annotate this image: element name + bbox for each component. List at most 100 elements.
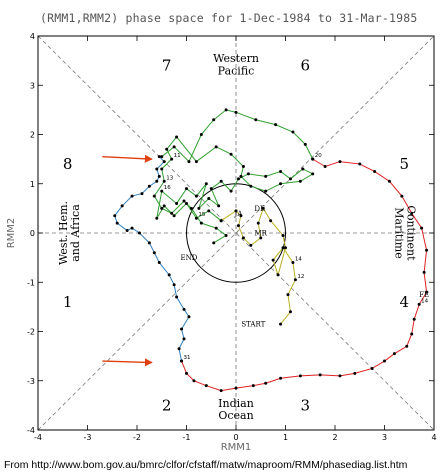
y-axis-label: RMM2 bbox=[6, 218, 17, 249]
phase-number-7: 7 bbox=[162, 57, 172, 75]
series-line-2 bbox=[153, 136, 314, 244]
data-point bbox=[318, 373, 322, 377]
point-label: 12 bbox=[297, 274, 304, 280]
data-point bbox=[410, 211, 414, 215]
region-label: Western bbox=[213, 52, 259, 65]
data-point bbox=[224, 108, 228, 112]
annotation-arrow bbox=[102, 358, 153, 367]
data-point bbox=[405, 344, 409, 348]
data-point bbox=[338, 374, 342, 378]
data-point bbox=[162, 160, 166, 164]
phase-number-5: 5 bbox=[400, 155, 410, 173]
series-line-4 bbox=[181, 158, 428, 392]
data-point bbox=[358, 162, 362, 166]
data-point bbox=[256, 221, 260, 225]
data-point bbox=[155, 167, 159, 171]
phase-number-4: 4 bbox=[400, 293, 410, 311]
marker-start: START bbox=[241, 321, 265, 329]
point-label: 11 bbox=[174, 153, 181, 159]
series-line-1 bbox=[220, 207, 296, 325]
point-label: 13 bbox=[166, 175, 173, 181]
x-tick-label: 1 bbox=[283, 433, 288, 442]
data-point bbox=[219, 389, 223, 393]
data-point bbox=[291, 261, 295, 265]
data-point bbox=[170, 211, 174, 215]
data-point bbox=[165, 147, 169, 151]
data-point bbox=[246, 172, 250, 176]
data-point bbox=[157, 174, 161, 178]
data-point bbox=[212, 118, 216, 122]
data-point bbox=[160, 167, 164, 171]
data-point bbox=[155, 216, 159, 220]
data-point bbox=[130, 194, 134, 198]
data-point bbox=[234, 110, 238, 114]
data-point bbox=[251, 384, 255, 388]
phase-number-1: 1 bbox=[63, 293, 73, 311]
phase-number-8: 8 bbox=[63, 155, 73, 173]
data-point bbox=[311, 157, 315, 161]
data-point bbox=[284, 246, 287, 250]
data-point bbox=[172, 283, 176, 287]
phase-number-2: 2 bbox=[162, 396, 172, 414]
point-label: 16 bbox=[164, 185, 171, 191]
data-point bbox=[192, 379, 196, 383]
data-point bbox=[370, 366, 374, 370]
data-point bbox=[170, 157, 174, 161]
data-point bbox=[291, 130, 295, 134]
data-point bbox=[410, 332, 414, 336]
x-tick-label: 2 bbox=[332, 433, 337, 442]
data-point bbox=[167, 273, 171, 277]
data-point bbox=[120, 204, 124, 208]
data-point bbox=[155, 179, 159, 183]
data-point bbox=[187, 160, 191, 164]
data-point bbox=[162, 179, 166, 183]
data-point bbox=[160, 206, 164, 210]
source-caption: From http://www.bom.gov.au/bmrc/clfor/cf… bbox=[4, 459, 408, 471]
data-point bbox=[207, 197, 211, 201]
marker-end: END bbox=[181, 254, 198, 262]
region-label: and Africa bbox=[69, 204, 82, 262]
series-line-3 bbox=[161, 109, 314, 163]
data-point bbox=[177, 347, 181, 351]
data-point bbox=[288, 177, 292, 181]
data-point bbox=[264, 174, 268, 178]
data-point bbox=[259, 236, 263, 240]
data-point bbox=[147, 184, 151, 188]
data-point bbox=[162, 204, 166, 208]
data-point bbox=[241, 236, 245, 240]
data-point bbox=[269, 219, 273, 223]
data-point bbox=[420, 226, 424, 230]
data-point bbox=[175, 295, 179, 299]
phase-guide-lines bbox=[37, 35, 435, 431]
data-point bbox=[338, 160, 342, 164]
data-point bbox=[212, 241, 216, 245]
data-point bbox=[298, 179, 302, 183]
data-point bbox=[214, 145, 218, 149]
point-label: 31 bbox=[184, 355, 191, 361]
data-point bbox=[274, 123, 278, 127]
data-point bbox=[224, 233, 228, 237]
x-tick-label: 3 bbox=[382, 433, 387, 442]
y-tick-label: -1 bbox=[27, 278, 35, 287]
data-point bbox=[125, 229, 129, 233]
data-point bbox=[185, 371, 188, 375]
data-point bbox=[311, 172, 315, 176]
data-point bbox=[417, 302, 421, 306]
data-point bbox=[373, 169, 377, 173]
y-tick-label: -3 bbox=[27, 377, 35, 386]
point-label: 15 bbox=[198, 212, 205, 218]
data-point bbox=[185, 187, 188, 191]
series-line-5 bbox=[114, 156, 190, 362]
data-point bbox=[234, 386, 238, 390]
data-point bbox=[187, 315, 191, 319]
diagonal-line-sw-ne bbox=[37, 35, 435, 431]
data-point bbox=[115, 221, 119, 225]
data-point bbox=[383, 359, 386, 363]
data-point bbox=[180, 327, 184, 331]
x-tick-label: -2 bbox=[133, 433, 141, 442]
data-point bbox=[157, 261, 161, 265]
region-label: Pacific bbox=[218, 64, 255, 77]
y-tick-label: -4 bbox=[27, 426, 35, 435]
data-point bbox=[425, 290, 429, 294]
